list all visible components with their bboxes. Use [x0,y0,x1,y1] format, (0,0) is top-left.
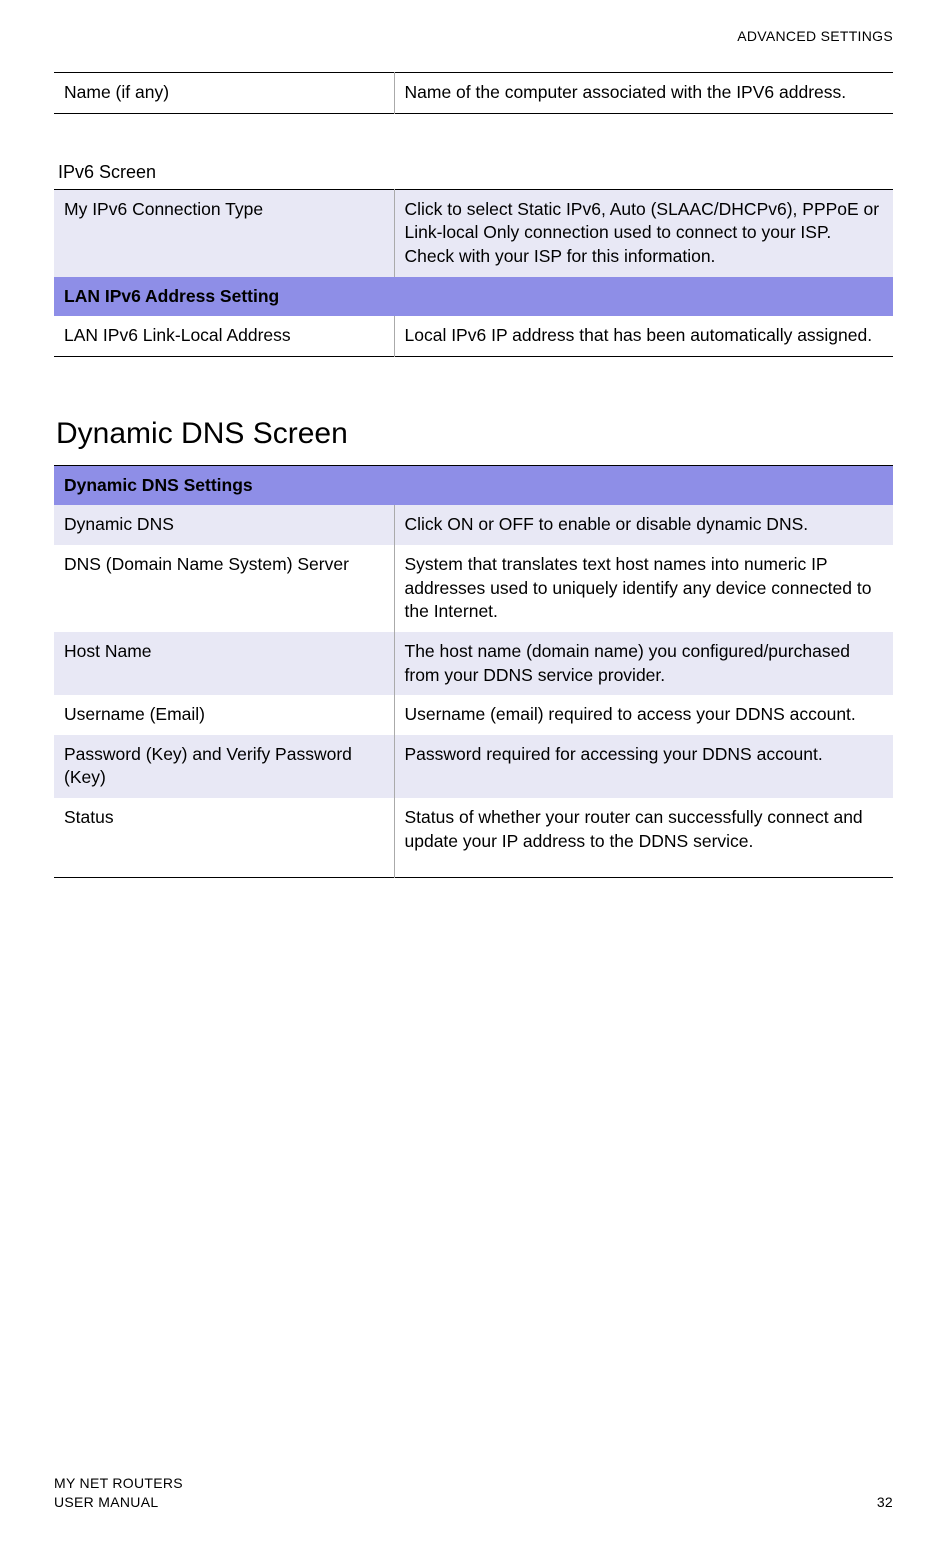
cell-right: Name of the computer associated with the… [394,73,893,114]
table-ddns: Dynamic DNS Settings Dynamic DNS Click O… [54,465,893,879]
table-name-if-any: Name (if any) Name of the computer assoc… [54,72,893,114]
page-header-title: ADVANCED SETTINGS [54,28,893,44]
footer-left: MY NET ROUTERS USER MANUAL [54,1474,183,1512]
cell-left: DNS (Domain Name System) Server [54,545,394,632]
table-row: Name (if any) Name of the computer assoc… [54,73,893,114]
table-section-header: LAN IPv6 Address Setting [54,277,893,317]
table-row: Dynamic DNS Click ON or OFF to enable or… [54,505,893,545]
page-number: 32 [877,1493,893,1512]
table-ipv6: My IPv6 Connection Type Click to select … [54,189,893,357]
page-footer: MY NET ROUTERS USER MANUAL 32 [54,1474,893,1512]
cell-right: Password required for accessing your DDN… [394,735,893,798]
cell-right: Status of whether your router can succes… [394,798,893,878]
header-cell: LAN IPv6 Address Setting [54,277,893,317]
ddns-heading: Dynamic DNS Screen [56,417,893,451]
table-row: My IPv6 Connection Type Click to select … [54,189,893,276]
footer-line2: USER MANUAL [54,1493,183,1512]
cell-left: Host Name [54,632,394,695]
cell-left: My IPv6 Connection Type [54,189,394,276]
cell-right: System that translates text host names i… [394,545,893,632]
ipv6-section-label: IPv6 Screen [58,162,893,183]
cell-left: Username (Email) [54,695,394,735]
footer-line1: MY NET ROUTERS [54,1474,183,1493]
table-section-header: Dynamic DNS Settings [54,465,893,505]
table-row: Username (Email) Username (email) requir… [54,695,893,735]
cell-right: Click to select Static IPv6, Auto (SLAAC… [394,189,893,276]
cell-right: Click ON or OFF to enable or disable dyn… [394,505,893,545]
cell-right: Username (email) required to access your… [394,695,893,735]
table-row: Status Status of whether your router can… [54,798,893,878]
header-cell: Dynamic DNS Settings [54,465,893,505]
cell-left: Name (if any) [54,73,394,114]
cell-right: The host name (domain name) you configur… [394,632,893,695]
table-row: Password (Key) and Verify Password (Key)… [54,735,893,798]
cell-left: Status [54,798,394,878]
table-row: LAN IPv6 Link-Local Address Local IPv6 I… [54,316,893,356]
cell-right: Local IPv6 IP address that has been auto… [394,316,893,356]
cell-left: Password (Key) and Verify Password (Key) [54,735,394,798]
table-row: Host Name The host name (domain name) yo… [54,632,893,695]
table-row: DNS (Domain Name System) Server System t… [54,545,893,632]
page: ADVANCED SETTINGS Name (if any) Name of … [0,0,947,1546]
cell-left: Dynamic DNS [54,505,394,545]
cell-left: LAN IPv6 Link-Local Address [54,316,394,356]
